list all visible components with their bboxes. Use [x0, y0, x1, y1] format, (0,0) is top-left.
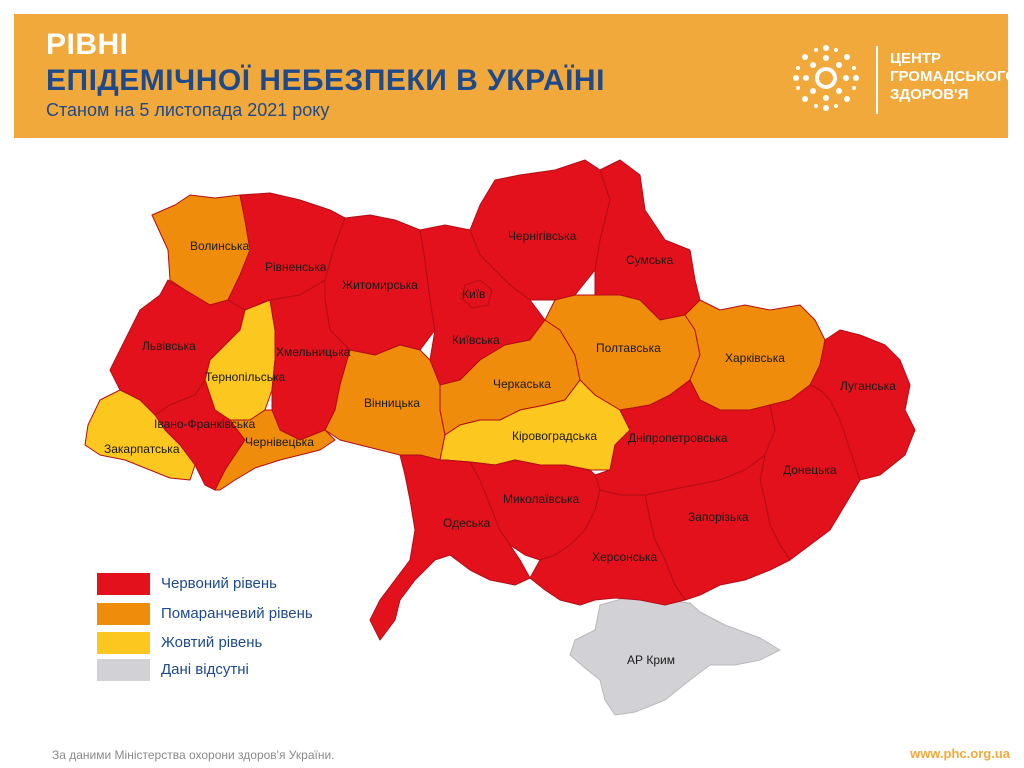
legend-label-orange: Помаранчевий рівень	[161, 605, 313, 622]
legend-item-orange: Помаранчевий рівень	[97, 603, 337, 629]
subtitle-date: Станом на 5 листопада 2021 року	[46, 100, 330, 120]
source-note: За даними Міністерства охорони здоров'я …	[52, 748, 335, 762]
label-crimea: АР Крим	[627, 653, 675, 667]
label-sumy: Сумська	[626, 253, 674, 267]
label-ternopil: Тернопільська	[205, 370, 285, 384]
label-zakarpattia: Закарпатська	[104, 442, 180, 456]
label-ivano-frankivsk: Івано-Франківська	[154, 417, 256, 431]
logo-text: ЦЕНТР ГРОМАДСЬКОГО ЗДОРОВ'Я	[890, 50, 1017, 104]
header-banner: РІВНІ ЕПІДЕМІЧНОЇ НЕБЕЗПЕКИ В УКРАЇНІ Ст…	[14, 14, 1017, 138]
region-chernivtsi[interactable]	[214, 409, 336, 491]
region-kyiv-city[interactable]	[461, 279, 493, 309]
label-kherson: Херсонська	[592, 550, 658, 564]
legend-item-yellow: Жовтий рівень	[97, 632, 337, 658]
legend-label-yellow: Жовтий рівень	[161, 634, 263, 651]
region-zakarpattia[interactable]	[84, 389, 196, 481]
logo-line-1: ЦЕНТР	[890, 50, 941, 67]
label-odesa: Одеська	[443, 516, 491, 530]
label-cherkasy: Черкаська	[493, 377, 551, 391]
legend-swatch-yellow	[97, 632, 150, 654]
legend-label-gray: Дані відсутні	[161, 661, 249, 678]
label-rivne: Рівненська	[265, 260, 327, 274]
legend-swatch-red	[97, 573, 150, 595]
label-mykolaiv: Миколаївська	[503, 492, 580, 506]
label-dnipro: Дніпропетровська	[628, 431, 728, 445]
website-link[interactable]: www.phc.org.ua	[910, 746, 1010, 761]
logo-divider	[876, 46, 878, 114]
legend-item-gray: Дані відсутні	[97, 659, 337, 685]
logo-line-3: ЗДОРОВ'Я	[890, 86, 969, 103]
label-luhansk: Луганська	[840, 379, 896, 393]
label-chernihiv: Чернігівська	[508, 229, 577, 243]
label-poltava: Полтавська	[596, 341, 661, 355]
region-crimea[interactable]	[569, 597, 781, 716]
legend-swatch-gray	[97, 659, 150, 681]
phc-logo-icon	[793, 45, 859, 111]
title-line-2: ЕПІДЕМІЧНОЇ НЕБЕЗПЕКИ В УКРАЇНІ	[46, 64, 605, 97]
region-kherson[interactable]	[529, 489, 686, 606]
legend-item-red: Червоний рівень	[97, 573, 337, 599]
logo-line-2: ГРОМАДСЬКОГО	[890, 68, 1017, 85]
legend-label-red: Червоний рівень	[161, 575, 277, 592]
label-kyiv-city: Київ	[462, 287, 485, 301]
label-volyn: Волинська	[190, 239, 250, 253]
label-kirovohrad: Кіровоградська	[512, 429, 597, 443]
label-donetsk: Донецька	[783, 463, 837, 477]
label-zhytomyr: Житомирська	[342, 278, 418, 292]
label-kyivska: Київська	[452, 333, 500, 347]
label-kharkiv: Харківська	[725, 351, 785, 365]
label-vinnytsia: Вінницька	[364, 396, 420, 410]
legend-swatch-orange	[97, 603, 150, 625]
label-chernivtsi: Чернівецька	[245, 435, 314, 449]
title-line-1: РІВНІ	[46, 28, 129, 61]
label-lviv: Львівська	[142, 339, 196, 353]
label-zaporizhzhia: Запорізька	[688, 510, 749, 524]
label-khmelnytskyi: Хмельницька	[276, 345, 351, 359]
